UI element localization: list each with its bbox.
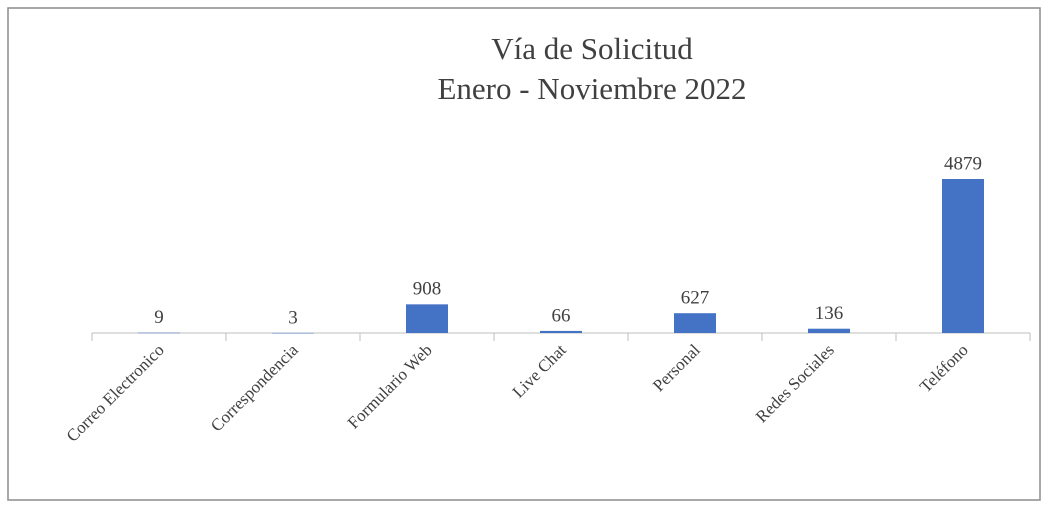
chart-title: Vía de Solicitud (491, 31, 693, 66)
bar (272, 332, 314, 334)
bar (406, 304, 448, 333)
chart-subtitle: Enero - Noviembre 2022 (437, 71, 746, 106)
data-label: 136 (815, 303, 844, 324)
data-label: 627 (681, 288, 710, 309)
data-label: 66 (552, 305, 571, 326)
bar (808, 328, 850, 333)
bar (674, 313, 716, 333)
data-label: 3 (288, 307, 298, 328)
bar (138, 332, 180, 334)
data-label: 908 (413, 279, 442, 300)
bar (540, 330, 582, 333)
data-label: 4879 (944, 153, 982, 174)
data-label: 9 (154, 307, 164, 328)
bar (942, 179, 984, 333)
chart-border (7, 7, 1041, 501)
